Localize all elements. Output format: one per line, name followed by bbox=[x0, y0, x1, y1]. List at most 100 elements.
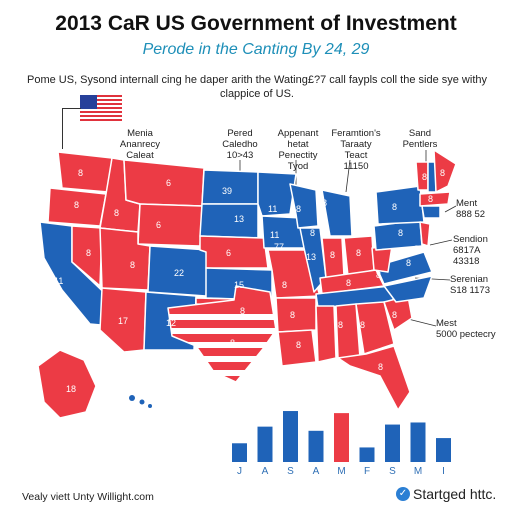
chart-category-label: I bbox=[442, 466, 445, 477]
state-label: 13 bbox=[306, 252, 316, 262]
state-michigan bbox=[321, 189, 353, 237]
state-label: 77 bbox=[274, 242, 284, 252]
state-label: 8 bbox=[346, 278, 351, 288]
chart-category-label: M bbox=[414, 466, 422, 477]
state-label: 8 bbox=[330, 250, 335, 260]
state-label: 8 bbox=[296, 204, 301, 214]
state-label: 8 bbox=[78, 168, 83, 178]
check-badge-icon: ✓ bbox=[396, 487, 410, 501]
state-arizona bbox=[99, 287, 147, 353]
state-label: 8 bbox=[440, 168, 445, 178]
chart-bar bbox=[385, 424, 400, 462]
us-flag-icon bbox=[80, 95, 122, 121]
chart-bar bbox=[308, 430, 324, 462]
flag-leader-line bbox=[62, 108, 81, 149]
state-label: 8 bbox=[86, 248, 91, 258]
state-new-jersey bbox=[419, 221, 431, 247]
state-label: 39 bbox=[222, 186, 232, 196]
state-alaska bbox=[37, 349, 97, 419]
callout-center-2: Appenant hetat Penectity Tyod bbox=[277, 128, 319, 172]
footer-credit: Vealy viett Unty Willight.com bbox=[22, 491, 154, 503]
chart-category-label: S bbox=[287, 466, 294, 477]
state-label: 8 bbox=[406, 258, 411, 268]
state-label: 11 bbox=[270, 230, 279, 240]
chart-category-label: M bbox=[337, 466, 345, 477]
state-louisiana bbox=[277, 329, 317, 367]
chart-category-label: A bbox=[313, 466, 320, 477]
state-label: 6 bbox=[166, 178, 171, 188]
state-label: 8 bbox=[356, 248, 361, 258]
state-label: 8 bbox=[392, 202, 397, 212]
callout-center-1: Pered Caledho 10>43 bbox=[222, 128, 258, 161]
chart-category-label: J bbox=[237, 466, 242, 477]
state-label: 22 bbox=[174, 268, 184, 278]
callout-top-right: Sand Pentlers bbox=[402, 128, 438, 150]
state-label: 8 bbox=[240, 306, 245, 316]
chart-bar bbox=[436, 438, 451, 462]
state-label: 8 bbox=[74, 200, 79, 210]
state-massachusetts bbox=[419, 191, 451, 207]
state-label: 17 bbox=[118, 316, 128, 326]
state-mississippi bbox=[315, 305, 337, 363]
state-label: 8 bbox=[376, 270, 381, 280]
chart-bar bbox=[334, 413, 349, 462]
callout-center-3: Feramtion's Taraaty Teact 11150 bbox=[331, 128, 381, 172]
state-label: 8 bbox=[360, 320, 365, 330]
state-label: 8 bbox=[230, 338, 235, 348]
state-label: 8 bbox=[338, 320, 343, 330]
description-line-2: clappice of US. bbox=[220, 88, 294, 100]
state-hawaii bbox=[129, 395, 152, 408]
state-label: 11 bbox=[54, 276, 63, 286]
state-connecticut bbox=[421, 205, 441, 219]
state-label: 11 bbox=[268, 204, 277, 214]
state-label: 8 bbox=[378, 362, 383, 372]
state-label: 6 bbox=[156, 220, 161, 230]
callout-right-2: Sendion 6817A 43318 bbox=[453, 234, 488, 267]
state-maine bbox=[433, 149, 457, 193]
state-georgia bbox=[355, 301, 395, 355]
state-illinois bbox=[299, 227, 327, 293]
state-label: 8 bbox=[296, 340, 301, 350]
chart-category-label: F bbox=[364, 466, 370, 477]
state-virginia bbox=[375, 251, 433, 285]
callout-left: Menia Ananrecy Caleat bbox=[119, 128, 161, 161]
state-new-york bbox=[375, 185, 425, 225]
chart-bar bbox=[359, 447, 375, 462]
texas-stripes bbox=[168, 314, 276, 376]
page-subtitle: Perode in the Canting By 24, 29 bbox=[142, 41, 370, 58]
chart-category-label: S bbox=[389, 466, 396, 477]
state-label: 8 bbox=[130, 260, 135, 270]
state-label: 8 bbox=[414, 244, 419, 254]
chart-category-label: A bbox=[262, 466, 269, 477]
state-arkansas bbox=[275, 297, 317, 333]
state-label: 15 bbox=[234, 280, 244, 290]
state-labels: 8 8 6 6 8 8 8 6 8 8 11 12 8 8 17 18 22 3… bbox=[54, 168, 445, 394]
page-title: 2013 CaR US Government of Investment bbox=[55, 12, 457, 35]
callout-right-3: Serenian S18 1173 bbox=[450, 274, 490, 296]
description: Pome US, Sysond internall cing he daper … bbox=[22, 73, 492, 101]
footer-brand: ✓ Startged httc. bbox=[396, 486, 496, 502]
description-line-1: Pome US, Sysond internall cing he daper … bbox=[27, 74, 487, 86]
state-north-carolina bbox=[383, 275, 433, 303]
state-nevada bbox=[71, 225, 103, 287]
state-label: 8 bbox=[114, 208, 119, 218]
state-label: 8 bbox=[282, 280, 287, 290]
chart-bar bbox=[410, 422, 426, 462]
callout-right-1: Ment 888 52 bbox=[456, 198, 486, 220]
state-wisconsin bbox=[289, 183, 319, 229]
state-label: 13 bbox=[234, 214, 244, 224]
state-label: 8 bbox=[290, 310, 295, 320]
state-florida bbox=[337, 345, 411, 411]
state-label: 8 bbox=[392, 310, 397, 320]
state-minnesota bbox=[257, 171, 297, 217]
chart-bars bbox=[232, 411, 451, 462]
chart-bar bbox=[283, 411, 298, 462]
footer-brand-label: Startged httc. bbox=[413, 486, 497, 502]
state-label: 18 bbox=[66, 384, 76, 394]
state-label: 8 bbox=[428, 194, 433, 204]
chart-bar bbox=[257, 426, 273, 462]
callout-right-4: Mest 5000 pectecry bbox=[436, 318, 496, 340]
